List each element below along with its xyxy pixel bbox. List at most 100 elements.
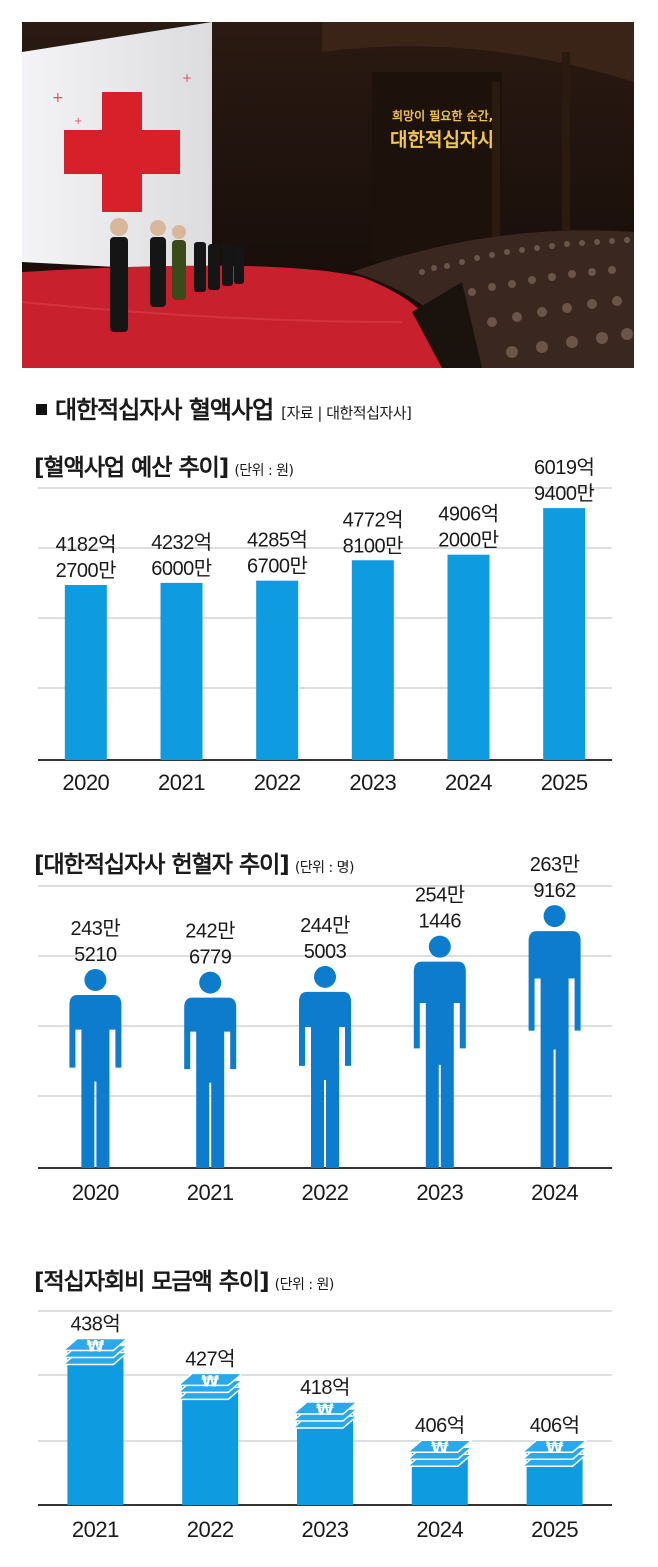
won-coin-stack-icon	[176, 1372, 245, 1505]
data-label: 6000만	[151, 557, 211, 580]
main-title-text: 대한적십자사 혈액사업	[55, 396, 274, 424]
data-label: 243만	[71, 917, 121, 940]
coin-layer	[405, 1439, 474, 1453]
data-label: 9400만	[534, 482, 594, 505]
x-tick-label: 2024	[445, 770, 492, 795]
x-tick-label: 2022	[254, 770, 301, 795]
svg-text:+: +	[74, 116, 82, 127]
x-tick-label: 2022	[302, 1180, 349, 1205]
budget-chart-title: [혈액사업 예산 추이] (단위 : 원)	[34, 448, 294, 482]
coin-stack-bar	[182, 1383, 239, 1505]
budget-chart-unit: (단위 : 원)	[234, 463, 294, 479]
bar	[447, 554, 490, 760]
person-body	[299, 991, 351, 1168]
data-label: 418억	[300, 1376, 350, 1399]
x-tick-label: 2021	[72, 1517, 119, 1542]
fund-chart-unit: (단위 : 원)	[274, 1277, 335, 1293]
person-body	[184, 997, 237, 1168]
person-icon	[413, 935, 466, 1168]
won-sign-icon: ₩	[87, 1336, 105, 1355]
fund-chart: ₩438억 2021 ₩427억 2022 ₩418억 2023 ₩406억 2024 ₩406…	[0, 1295, 658, 1567]
person-icon	[528, 905, 581, 1168]
person-head	[543, 905, 566, 928]
data-label: 4772억	[343, 508, 403, 531]
data-label: 8100만	[343, 534, 403, 557]
donor-chart-svg: 243만 5210 2020 242만 6779 2021 244만 5003 2022 254만…	[38, 853, 612, 1205]
bar	[160, 582, 203, 760]
banner-line-2: 대한적십자사	[390, 129, 495, 151]
data-label: 2700만	[56, 559, 116, 582]
person-body	[69, 994, 122, 1168]
data-label: 6019억	[534, 456, 594, 479]
person-head	[428, 935, 451, 958]
data-label: 1446	[419, 911, 462, 933]
data-label: 244만	[300, 914, 350, 937]
main-title: 대한적십자사 혈액사업 [자료 | 대한적십자사]	[36, 390, 412, 425]
bar	[64, 584, 107, 760]
fund-chart-title-text: [적십자회비 모금액 추이]	[34, 1269, 270, 1295]
event-photo: + + + 희망이 필요한 순간, 대한적십자사	[22, 22, 634, 368]
budget-chart-title-text: [혈액사업 예산 추이]	[34, 455, 229, 481]
svg-text:+: +	[52, 90, 64, 106]
data-label: 254만	[415, 884, 465, 907]
data-label: 4906억	[438, 503, 498, 526]
data-label: 4182억	[56, 533, 116, 556]
data-label: 438억	[71, 1312, 121, 1335]
x-tick-label: 2021	[187, 1180, 234, 1205]
svg-text:+: +	[182, 71, 192, 85]
donor-chart: 243만 5210 2020 242만 6779 2021 244만 5003 2022 254만…	[0, 853, 658, 1220]
source-note: [자료 | 대한적십자사]	[281, 404, 412, 422]
data-label: 242만	[185, 920, 235, 943]
data-label: 2000만	[438, 529, 498, 552]
x-tick-label: 2023	[302, 1517, 349, 1542]
won-sign-icon: ₩	[316, 1400, 334, 1419]
person-head	[314, 965, 336, 988]
person-icon	[299, 965, 351, 1168]
x-tick-label: 2020	[72, 1180, 119, 1205]
x-tick-label: 2023	[416, 1180, 463, 1205]
data-label: 5003	[304, 941, 347, 963]
won-sign-icon: ₩	[431, 1438, 449, 1457]
x-tick-label: 2023	[349, 770, 396, 795]
donor-chart-unit: (단위 : 명)	[294, 860, 355, 876]
data-label: 4285억	[247, 529, 307, 552]
donor-chart-title: [대한적십자사 헌혈자 추이] (단위 : 명)	[34, 845, 355, 879]
won-coin-stack-icon	[405, 1439, 474, 1505]
coin-stack-bar	[67, 1348, 124, 1505]
data-label: 9162	[533, 880, 576, 902]
person-icon	[69, 968, 122, 1168]
won-coin-stack-icon	[290, 1401, 360, 1505]
data-label: 5210	[74, 944, 117, 966]
x-tick-label: 2025	[541, 770, 588, 795]
coin-layer	[61, 1337, 130, 1352]
data-label: 406억	[530, 1414, 580, 1437]
bar	[351, 560, 394, 760]
budget-chart: 4182억 2700만 2020 4232억 6000만 2021 4285억 6700만 20…	[0, 456, 658, 810]
won-coin-stack-icon	[520, 1439, 589, 1505]
x-tick-label: 2020	[62, 770, 109, 795]
x-tick-label: 2024	[416, 1517, 463, 1542]
won-coin-stack-icon	[61, 1337, 130, 1505]
person-body	[413, 961, 466, 1168]
person-head	[84, 968, 107, 991]
fund-chart-svg: ₩438억 2021 ₩427억 2022 ₩418억 2023 ₩406억 2024 ₩406…	[38, 1310, 612, 1542]
coin-layer	[290, 1401, 360, 1415]
data-label: 6779	[189, 947, 232, 969]
person-icon	[184, 971, 237, 1168]
bar	[543, 508, 586, 760]
coin-layer	[520, 1439, 589, 1453]
won-sign-icon: ₩	[546, 1438, 564, 1457]
donor-chart-title-text: [대한적십자사 헌혈자 추이]	[34, 852, 290, 878]
banner-line-1: 희망이 필요한 순간,	[392, 108, 493, 123]
x-tick-label: 2024	[531, 1180, 578, 1205]
title-square-icon	[36, 404, 47, 415]
data-label: 4232억	[151, 531, 211, 554]
fund-chart-title: [적십자회비 모금액 추이] (단위 : 원)	[34, 1262, 334, 1296]
budget-chart-svg: 4182억 2700만 2020 4232억 6000만 2021 4285억 6700만 20…	[38, 456, 612, 795]
won-sign-icon: ₩	[201, 1371, 219, 1390]
person-head	[199, 971, 222, 994]
coin-layer	[176, 1372, 245, 1387]
data-label: 6700만	[247, 555, 307, 578]
x-tick-label: 2022	[187, 1517, 234, 1542]
bar	[256, 580, 299, 760]
